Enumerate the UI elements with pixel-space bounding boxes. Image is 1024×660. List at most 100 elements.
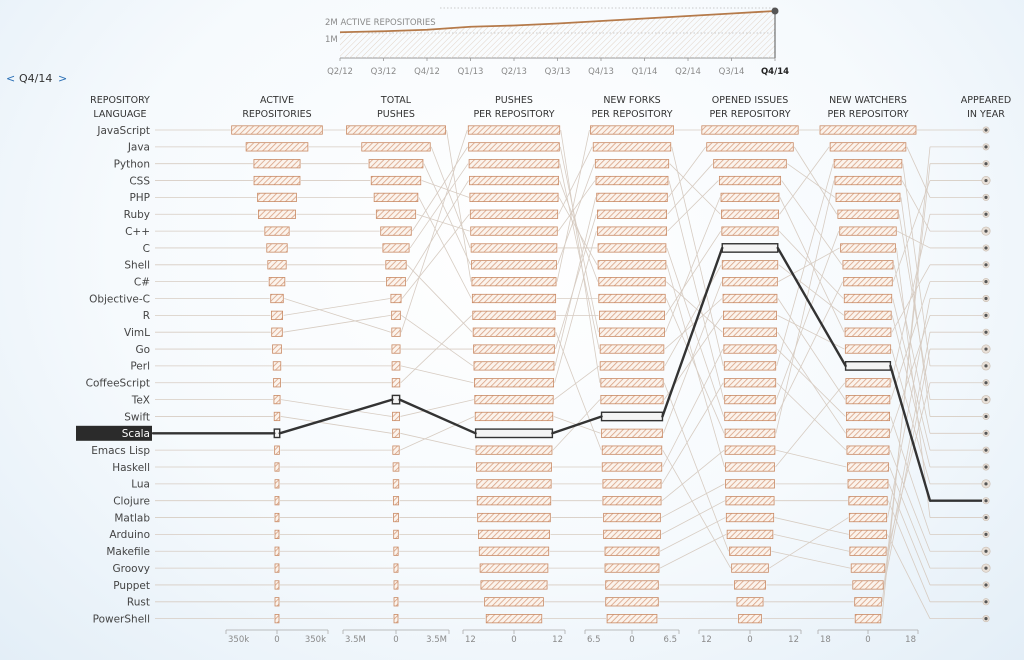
metric-bar[interactable]: [602, 479, 662, 489]
metric-bar[interactable]: [270, 293, 284, 304]
metric-bar[interactable]: [599, 327, 665, 337]
metric-bar[interactable]: [273, 411, 281, 422]
metric-bar[interactable]: [847, 479, 889, 489]
metric-bar[interactable]: [724, 445, 776, 455]
metric-bar[interactable]: [478, 529, 550, 540]
metric-bar[interactable]: [603, 512, 661, 523]
timeline-quarter-label[interactable]: Q3/14: [719, 67, 745, 77]
appeared-dot[interactable]: [984, 381, 988, 385]
metric-bar[interactable]: [270, 310, 283, 320]
metric-bar[interactable]: [723, 327, 777, 337]
metric-bar[interactable]: [600, 378, 664, 388]
metric-bar[interactable]: [845, 394, 891, 405]
metric-bar[interactable]: [471, 277, 557, 287]
metric-bar[interactable]: [274, 462, 280, 472]
language-label[interactable]: C#: [134, 276, 150, 288]
metric-bar[interactable]: [393, 529, 399, 540]
metric-bar[interactable]: [594, 159, 670, 169]
appeared-dot[interactable]: [984, 212, 988, 216]
appeared-dot[interactable]: [984, 465, 988, 469]
timeline-selected-dot[interactable]: [771, 7, 779, 15]
metric-bar[interactable]: [391, 327, 401, 337]
metric-bar[interactable]: [721, 243, 779, 253]
timeline-quarter-label[interactable]: Q4/12: [414, 67, 440, 77]
appeared-dot[interactable]: [984, 280, 988, 284]
metric-bar[interactable]: [274, 529, 280, 540]
metric-bar[interactable]: [731, 563, 769, 573]
appeared-dot[interactable]: [984, 515, 988, 520]
metric-bar[interactable]: [847, 462, 889, 472]
metric-bar[interactable]: [273, 378, 281, 388]
metric-bar[interactable]: [601, 445, 663, 455]
language-label[interactable]: Java: [127, 142, 150, 154]
language-label[interactable]: Shell: [124, 260, 150, 272]
metric-bar[interactable]: [479, 563, 549, 573]
appeared-dot[interactable]: [984, 499, 988, 503]
metric-bar[interactable]: [380, 226, 412, 236]
metric-bar[interactable]: [603, 529, 661, 540]
language-label[interactable]: Groovy: [113, 563, 151, 575]
appeared-dot[interactable]: [984, 330, 988, 334]
metric-bar[interactable]: [819, 125, 917, 135]
metric-bar[interactable]: [599, 310, 665, 320]
metric-bar[interactable]: [469, 175, 559, 186]
metric-bar[interactable]: [602, 496, 662, 506]
metric-bar[interactable]: [600, 394, 664, 405]
metric-bar[interactable]: [474, 411, 554, 422]
metric-bar[interactable]: [844, 327, 892, 337]
appeared-dot[interactable]: [984, 313, 988, 317]
metric-bar[interactable]: [724, 411, 776, 422]
metric-bar[interactable]: [391, 344, 401, 354]
language-label[interactable]: PHP: [129, 192, 150, 204]
appeared-dot[interactable]: [984, 263, 988, 267]
metric-bar[interactable]: [846, 445, 890, 455]
language-label[interactable]: R: [143, 310, 150, 322]
metric-bar[interactable]: [272, 344, 282, 354]
metric-bar[interactable]: [829, 142, 907, 152]
metric-bar[interactable]: [392, 428, 400, 438]
metric-bar[interactable]: [473, 378, 555, 388]
metric-bar[interactable]: [470, 243, 558, 253]
metric-bar[interactable]: [600, 411, 664, 422]
metric-bar[interactable]: [382, 243, 410, 253]
metric-bar[interactable]: [723, 378, 777, 388]
metric-bar[interactable]: [599, 344, 665, 354]
appeared-dot[interactable]: [984, 583, 988, 587]
metric-bar[interactable]: [724, 428, 776, 438]
metric-bar[interactable]: [844, 344, 892, 354]
metric-bar[interactable]: [846, 411, 891, 422]
metric-bar[interactable]: [850, 563, 886, 573]
metric-bar[interactable]: [484, 597, 544, 607]
metric-bar[interactable]: [385, 260, 407, 270]
metric-bar[interactable]: [846, 428, 890, 438]
appeared-dot[interactable]: [984, 398, 988, 402]
metric-bar[interactable]: [596, 209, 668, 219]
metric-bar[interactable]: [268, 277, 286, 287]
metric-bar[interactable]: [844, 361, 892, 371]
metric-bar[interactable]: [837, 209, 899, 219]
language-label[interactable]: VimL: [124, 327, 150, 339]
timeline-quarter-label[interactable]: Q1/14: [632, 67, 658, 77]
metric-bar[interactable]: [346, 125, 446, 135]
metric-bar[interactable]: [274, 614, 280, 624]
metric-bar[interactable]: [478, 546, 550, 556]
appeared-dot[interactable]: [984, 145, 988, 149]
appeared-dot[interactable]: [984, 532, 988, 537]
language-label[interactable]: Clojure: [113, 496, 150, 508]
appeared-dot[interactable]: [984, 195, 988, 199]
language-label[interactable]: CoffeeScript: [86, 378, 150, 390]
metric-bar[interactable]: [386, 277, 406, 287]
next-quarter-button[interactable]: >: [58, 72, 67, 85]
metric-bar[interactable]: [375, 209, 417, 219]
metric-bar[interactable]: [257, 192, 297, 202]
metric-bar[interactable]: [840, 243, 896, 253]
language-label[interactable]: Haskell: [112, 462, 150, 474]
metric-bar[interactable]: [722, 277, 778, 287]
timeline-quarter-label[interactable]: Q3/12: [371, 67, 397, 77]
metric-bar[interactable]: [723, 310, 777, 320]
metric-bar[interactable]: [476, 479, 552, 489]
metric-bar[interactable]: [722, 293, 778, 304]
metric-bar[interactable]: [392, 445, 400, 455]
metric-bar[interactable]: [724, 394, 776, 405]
appeared-dot[interactable]: [984, 229, 988, 233]
